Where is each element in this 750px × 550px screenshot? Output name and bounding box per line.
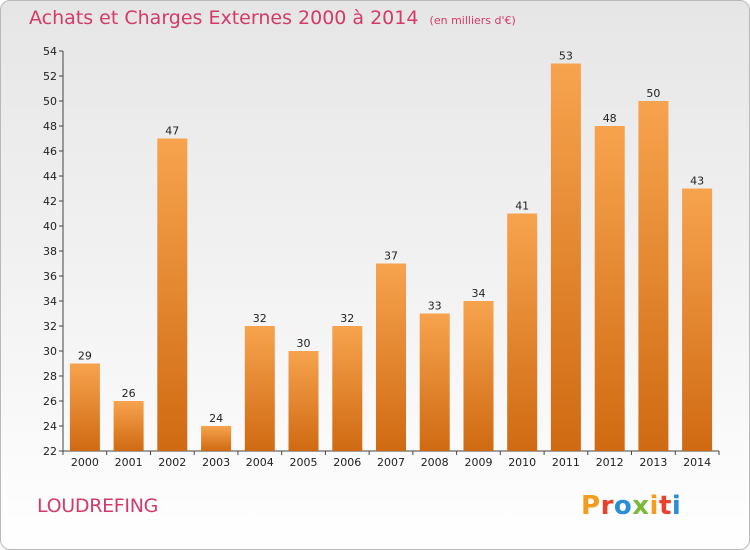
- bar-2008: [419, 313, 450, 451]
- bar-2002: [157, 138, 188, 451]
- chart-title: Achats et Charges Externes 2000 à 2014: [29, 7, 419, 29]
- bar-2014: [682, 188, 713, 451]
- bar-2004: [244, 326, 275, 451]
- data-label-2009: 34: [472, 287, 486, 300]
- y-tick-label: 48: [43, 120, 57, 133]
- logo-letter: o: [613, 491, 633, 521]
- bar-2005: [288, 351, 319, 451]
- logo-letter: r: [600, 491, 614, 521]
- data-label-2006: 32: [340, 312, 354, 325]
- proxiti-logo-text: Proxiti: [581, 489, 681, 523]
- bar-2003: [201, 426, 232, 451]
- y-tick-label: 50: [43, 95, 57, 108]
- bar-2001: [113, 401, 144, 451]
- data-label-2004: 32: [253, 312, 267, 325]
- y-tick-label: 38: [43, 245, 57, 258]
- chart-bars: 29 26 47 24 32 30 32 37 33 34 41 53 48 50 43: [69, 50, 713, 451]
- data-label-2010: 41: [515, 200, 529, 213]
- place-name: LOUDREFING: [37, 495, 159, 517]
- y-tick-label: 40: [43, 220, 57, 233]
- logo-letter: t: [658, 491, 672, 521]
- bar-2011: [550, 63, 581, 451]
- bar-2006: [332, 326, 363, 451]
- x-tick-label: 2005: [290, 456, 318, 469]
- x-tick-label: 2008: [421, 456, 449, 469]
- data-label-2005: 30: [297, 337, 311, 350]
- x-tick-label: 2003: [202, 456, 230, 469]
- x-tick-label: 2002: [158, 456, 186, 469]
- data-label-2001: 26: [122, 387, 136, 400]
- bar-2000: [69, 363, 100, 451]
- x-tick-label: 2001: [115, 456, 143, 469]
- y-tick-label: 30: [43, 345, 57, 358]
- x-tick-label: 2006: [333, 456, 361, 469]
- x-tick-label: 2011: [552, 456, 580, 469]
- data-label-2002: 47: [165, 125, 179, 138]
- logo-letter: P: [581, 491, 601, 521]
- data-label-2013: 50: [646, 87, 660, 100]
- chart-unit-note: (en milliers d'€): [429, 14, 516, 27]
- x-tick-label: 2004: [246, 456, 274, 469]
- data-label-2008: 33: [428, 300, 442, 313]
- y-tick-label: 34: [43, 295, 57, 308]
- data-label-2011: 53: [559, 50, 573, 63]
- x-tick-label: 2014: [683, 456, 711, 469]
- bar-2009: [463, 301, 494, 451]
- x-tick-label: 2012: [596, 456, 624, 469]
- data-label-2003: 24: [209, 412, 223, 425]
- logo-letter: i: [671, 491, 682, 521]
- x-tick-label: 2007: [377, 456, 405, 469]
- bar-2010: [507, 213, 538, 451]
- bar-2013: [638, 101, 669, 451]
- x-tick-label: 2010: [508, 456, 536, 469]
- proxiti-logo: Proxiti: [581, 489, 701, 523]
- y-tick-label: 42: [43, 195, 57, 208]
- y-tick-label: 54: [43, 45, 57, 58]
- x-tick-label: 2009: [465, 456, 493, 469]
- data-label-2000: 29: [78, 350, 92, 363]
- y-tick-label: 28: [43, 370, 57, 383]
- x-tick-label: 2013: [639, 456, 667, 469]
- chart-title-block: Achats et Charges Externes 2000 à 2014 (…: [29, 7, 516, 29]
- x-tick-label: 2000: [71, 456, 99, 469]
- y-tick-label: 26: [43, 395, 57, 408]
- y-tick-label: 24: [43, 420, 57, 433]
- logo-letter: i: [649, 491, 659, 521]
- logo-letter: x: [632, 491, 650, 521]
- y-tick-label: 36: [43, 270, 57, 283]
- bar-2012: [594, 126, 625, 451]
- data-label-2014: 43: [690, 175, 704, 188]
- y-tick-label: 32: [43, 320, 57, 333]
- y-tick-label: 52: [43, 70, 57, 83]
- data-label-2007: 37: [384, 250, 398, 263]
- y-tick-label: 46: [43, 145, 57, 158]
- y-tick-label: 22: [43, 445, 57, 458]
- y-tick-label: 44: [43, 170, 57, 183]
- data-label-2012: 48: [603, 112, 617, 125]
- bar-2007: [376, 263, 406, 451]
